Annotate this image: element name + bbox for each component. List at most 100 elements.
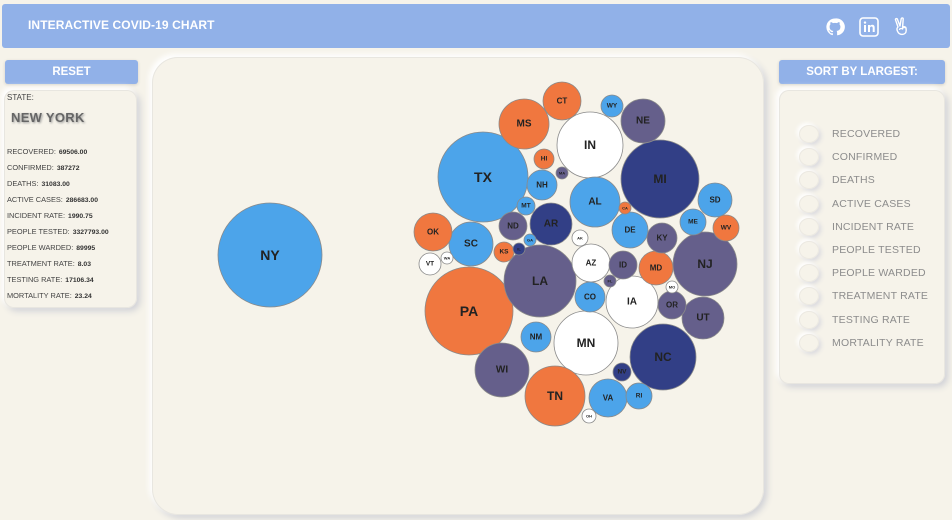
bubble-id[interactable]: ID [608,250,638,280]
bubble-circle[interactable] [571,229,589,247]
bubble-il[interactable]: IL [512,242,526,256]
sort-option-testing-rate[interactable]: TESTING RATE [799,310,910,329]
linkedin-icon[interactable] [859,17,879,37]
bubble-mn[interactable]: MN [553,310,619,376]
radio-button[interactable] [799,264,819,283]
bubble-circle[interactable] [498,211,528,241]
bubble-circle[interactable] [503,244,577,318]
bubble-circle[interactable] [600,94,624,118]
radio-button[interactable] [799,148,819,167]
bubble-ca[interactable]: CA [618,201,632,215]
bubble-wi[interactable]: WI [474,342,530,398]
bubble-nm[interactable]: NM [520,321,552,353]
bubble-circle[interactable] [646,222,678,254]
bubble-ms[interactable]: MS [498,98,550,150]
bubble-wy[interactable]: WY [600,94,624,118]
bubble-circle[interactable] [424,266,514,356]
bubble-circle[interactable] [665,280,679,294]
sort-option-active-cases[interactable]: ACTIVE CASES [799,194,911,213]
bubble-nd[interactable]: ND [498,211,528,241]
sort-option-incident-rate[interactable]: INCIDENT RATE [799,217,914,236]
bubble-nj[interactable]: NJ [672,231,738,297]
bubble-or[interactable]: OR [657,290,687,320]
bubble-circle[interactable] [498,98,550,150]
bubble-in[interactable]: IN [556,111,624,179]
bubble-circle[interactable] [569,176,621,228]
bubble-co[interactable]: CO [574,281,606,313]
bubble-circle[interactable] [618,201,632,215]
bubble-circle[interactable] [217,202,323,308]
github-icon[interactable] [825,17,845,37]
bubble-al[interactable]: AL [569,176,621,228]
bubble-circle[interactable] [574,281,606,313]
bubble-circle[interactable] [529,202,573,246]
bubble-ma[interactable]: MA [555,166,569,180]
sort-option-confirmed[interactable]: CONFIRMED [799,148,897,167]
bubble-vt[interactable]: VT [418,252,442,276]
bubble-ar[interactable]: AR [529,202,573,246]
bubble-circle[interactable] [681,296,725,340]
bubble-md[interactable]: MD [638,250,674,286]
bubble-sd[interactable]: SD [697,182,733,218]
reset-button[interactable]: RESET [5,60,138,84]
bubble-wv[interactable]: WV [712,214,740,242]
radio-button[interactable] [799,287,819,306]
radio-button[interactable] [799,241,819,259]
bubble-wa[interactable]: WA [440,251,454,265]
bubble-ks[interactable]: KS [493,241,515,263]
bubble-circle[interactable] [533,148,555,170]
bubble-circle[interactable] [440,251,454,265]
radio-button[interactable] [799,125,819,143]
sort-option-treatment-rate[interactable]: TREATMENT RATE [799,287,928,306]
bubble-circle[interactable] [437,131,529,223]
bubble-ok[interactable]: OK [413,212,453,252]
bubble-ct[interactable]: CT [542,81,582,121]
bubble-circle[interactable] [603,274,617,288]
bubble-circle[interactable] [712,214,740,242]
radio-button[interactable] [799,310,819,329]
bubble-circle[interactable] [523,233,537,247]
bubble-circle[interactable] [620,139,700,219]
bubble-fl[interactable]: FL [603,274,617,288]
bubble-nc[interactable]: NC [629,323,697,391]
bubble-mo[interactable]: MO [665,280,679,294]
bubble-circle[interactable] [620,98,666,144]
bubble-circle[interactable] [418,252,442,276]
bubble-ne[interactable]: NE [620,98,666,144]
bubble-circle[interactable] [512,242,526,256]
bubble-circle[interactable] [611,211,649,249]
bubble-circle[interactable] [608,250,638,280]
bubble-nv[interactable]: NV [612,362,632,382]
sort-option-mortality-rate[interactable]: MORTALITY RATE [799,333,924,352]
bubble-circle[interactable] [697,182,733,218]
bubble-ri[interactable]: RI [625,382,653,410]
bubble-circle[interactable] [516,196,536,216]
bubble-circle[interactable] [524,365,586,427]
bubble-circle[interactable] [629,323,697,391]
radio-button[interactable] [799,171,819,190]
bubble-circle[interactable] [612,362,632,382]
sort-option-people-tested[interactable]: PEOPLE TESTED [799,241,921,259]
bubble-hi[interactable]: HI [533,148,555,170]
bubble-mt[interactable]: MT [516,196,536,216]
bubble-ak[interactable]: AK [571,229,589,247]
sort-by-largest-button[interactable]: SORT BY LARGEST: [779,60,945,84]
radio-button[interactable] [799,333,819,352]
sort-option-recovered[interactable]: RECOVERED [799,125,900,143]
bubble-tx[interactable]: TX [437,131,529,223]
bubble-tn[interactable]: TN [524,365,586,427]
bubble-me[interactable]: ME [679,208,707,236]
sort-option-people-warded[interactable]: PEOPLE WARDED [799,264,926,283]
radio-button[interactable] [799,217,819,236]
bubble-az[interactable]: AZ [571,243,611,283]
bubble-ny[interactable]: NY [217,202,323,308]
bubble-circle[interactable] [526,169,558,201]
radio-button[interactable] [799,194,819,213]
bubble-sc[interactable]: SC [448,221,494,267]
bubble-pa[interactable]: PA [424,266,514,356]
bubble-circle[interactable] [474,342,530,398]
bubble-circle[interactable] [520,321,552,353]
sort-option-deaths[interactable]: DEATHS [799,171,875,190]
bubble-circle[interactable] [448,221,494,267]
bubble-circle[interactable] [555,166,569,180]
